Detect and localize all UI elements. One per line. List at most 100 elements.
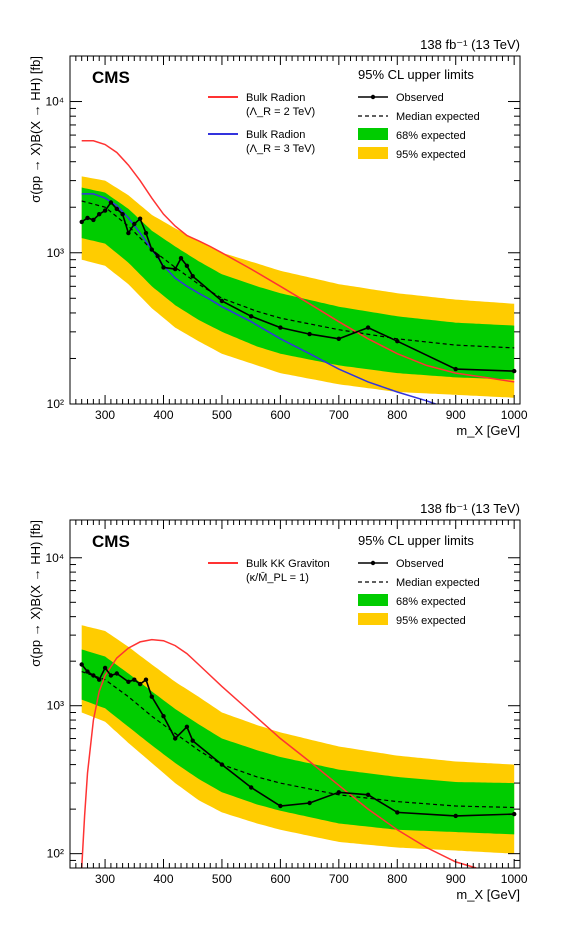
panel-1-observed-point <box>190 738 195 743</box>
panel-1-observed-point <box>102 665 108 671</box>
panel-1-x-tick-label: 700 <box>329 872 349 886</box>
panel-1-y-tick-label: 10³ <box>47 699 64 713</box>
panel-1-legend-observed: Observed <box>396 558 444 570</box>
panel-0-observed-point <box>149 247 154 252</box>
panel-1-lumi-label: 138 fb⁻¹ (13 TeV) <box>420 501 520 516</box>
panel-1-legend-signal-0-line1: Bulk KK Graviton <box>246 558 330 570</box>
panel-0-observed-point <box>512 368 517 374</box>
panel-0-legend-median: Median expected <box>396 111 480 123</box>
panel-0-observed-point <box>161 265 166 270</box>
panel-0-observed-point <box>184 263 190 268</box>
panel-0-x-tick-label: 900 <box>446 408 466 422</box>
panel-0-legend-signal-0-line1: Bulk Radion <box>246 92 305 104</box>
panel-1-x-tick-label: 600 <box>270 872 290 886</box>
panel-0-lumi-label: 138 fb⁻¹ (13 TeV) <box>420 37 520 52</box>
panel-1-legend-header: 95% CL upper limits <box>358 533 474 548</box>
panel-0-legend-header: 95% CL upper limits <box>358 67 474 82</box>
panel-0-observed-point <box>278 325 283 330</box>
panel-0-observed-point <box>336 336 341 341</box>
panel-1-x-tick-label: 1000 <box>501 872 528 886</box>
panel-0-observed-point <box>120 212 125 217</box>
panel-1-band-68 <box>81 649 515 835</box>
panel-1-y-tick-label: 10⁴ <box>45 551 64 565</box>
panel-1-legend-95: 95% expected <box>396 615 466 627</box>
chart-panel-top: 300 400 500 600 700 800 900 1000 10² 10³ 10⁴ m_X [G… <box>28 37 528 438</box>
panel-1-legend-median: Median expected <box>396 577 480 589</box>
panel-0-legend-observed-marker <box>370 94 376 100</box>
panel-0-legend-observed: Observed <box>396 92 444 104</box>
panel-1-observed-point <box>137 681 143 687</box>
panel-1-observed-point <box>453 813 458 819</box>
panel-0-legend-95-swatch <box>358 147 388 159</box>
panel-0-x-tick-label: 600 <box>270 408 290 422</box>
panel-0-legend-68: 68% expected <box>396 130 466 142</box>
panel-0-observed-point <box>132 221 137 227</box>
chart-panel-bottom: 300 400 500 600 700 800 900 1000 10² 10³ 10⁴ m_X [G… <box>0 464 580 928</box>
panel-1-observed-point <box>365 792 371 797</box>
panel-1-x-tick-label: 400 <box>153 872 173 886</box>
panel-0-observed-point <box>143 230 149 236</box>
panel-0-x-tick-label: 1000 <box>501 408 528 422</box>
panel-1-observed-point <box>512 811 517 817</box>
panel-1-signal-line-0 <box>80 638 477 868</box>
panel-0-observed-point <box>453 366 458 372</box>
panel-0-legend-signal-1-line2: (Λ_R = 3 TeV) <box>246 143 315 155</box>
panel-1-x-tick-label: 800 <box>387 872 407 886</box>
panel-0-legend-signal-1-line1: Bulk Radion <box>246 129 305 141</box>
panel-1-y-axis-label: σ(pp → X)B(X → HH) [fb] <box>28 520 43 667</box>
panel-0-observed-point <box>91 217 96 223</box>
panel-1-observed-point <box>79 662 84 667</box>
panel-1-observed-point <box>126 679 131 684</box>
panel-1-observed-point <box>161 714 166 719</box>
panel-0-observed-point <box>137 216 143 221</box>
panel-1-observed-point <box>132 677 137 682</box>
panel-1-observed-point <box>249 785 254 790</box>
panel-0-observed-point <box>102 208 108 213</box>
panel-0-x-tick-label: 300 <box>95 408 115 422</box>
panel-1-observed-point <box>149 694 154 699</box>
panel-0-x-tick-label: 400 <box>153 408 173 422</box>
panel-0-cms-label: CMS <box>92 68 130 87</box>
panel-0-observed-point <box>126 230 131 236</box>
panel-0-observed-point <box>155 253 160 259</box>
panel-1-observed-point <box>219 762 225 767</box>
panel-0-observed-point <box>249 314 254 319</box>
panel-0-y-tick-label: 10² <box>47 397 64 411</box>
chart-bottom-svg: 300 400 500 600 700 800 900 1000 10² 10³ 10⁴ m_X [G… <box>28 501 528 902</box>
panel-1-x-tick-label: 300 <box>95 872 115 886</box>
panel-1-legend-signal-0-line2: (κ/M̄_PL = 1) <box>246 571 309 584</box>
panel-1-observed-point <box>91 673 96 678</box>
panel-0-observed-point <box>365 325 371 330</box>
panel-0-observed-point <box>114 206 120 212</box>
panel-1-legend-68: 68% expected <box>396 596 466 608</box>
panel-1-x-tick-label: 900 <box>446 872 466 886</box>
panel-0-plot-frame <box>69 55 521 405</box>
panel-1-observed-point <box>97 677 102 682</box>
panel-0-observed-point <box>97 212 102 217</box>
panel-1-x-tick-label: 500 <box>212 872 232 886</box>
panel-0-observed-point <box>79 219 84 225</box>
panel-1-observed-point <box>395 810 400 815</box>
panel-0-y-axis-label: σ(pp → X)B(X → HH) [fb] <box>28 56 43 203</box>
panel-1-observed-point <box>108 673 114 678</box>
panel-0-signal-line-1 <box>81 193 439 404</box>
panel-1-y-tick-label: 10² <box>47 847 64 861</box>
panel-1-observed-point <box>336 790 341 795</box>
panel-0-legend-68-swatch <box>358 128 388 140</box>
panel-0-x-axis-label: m_X [GeV] <box>456 423 520 438</box>
panel-1-legend-68-swatch <box>358 594 388 606</box>
panel-0-observed-point <box>85 215 90 221</box>
panel-0-observed-point <box>178 256 184 261</box>
panel-1-observed-point <box>307 800 312 806</box>
panel-0-observed-point <box>307 331 312 337</box>
panel-0-y-tick-label: 10⁴ <box>45 95 64 109</box>
panel-1-legend-observed-marker <box>370 560 376 566</box>
panel-1-observed-point <box>85 669 90 674</box>
panel-0-legend-signal-0-line2: (Λ_R = 2 TeV) <box>246 106 315 118</box>
panel-1-cms-label: CMS <box>92 532 130 551</box>
panel-1-observed-point <box>278 803 283 809</box>
panel-0-plot-area <box>79 140 517 404</box>
panel-0-x-tick-label: 800 <box>387 408 407 422</box>
panel-0-x-tick-label: 500 <box>212 408 232 422</box>
panel-0-median-line <box>81 200 515 349</box>
